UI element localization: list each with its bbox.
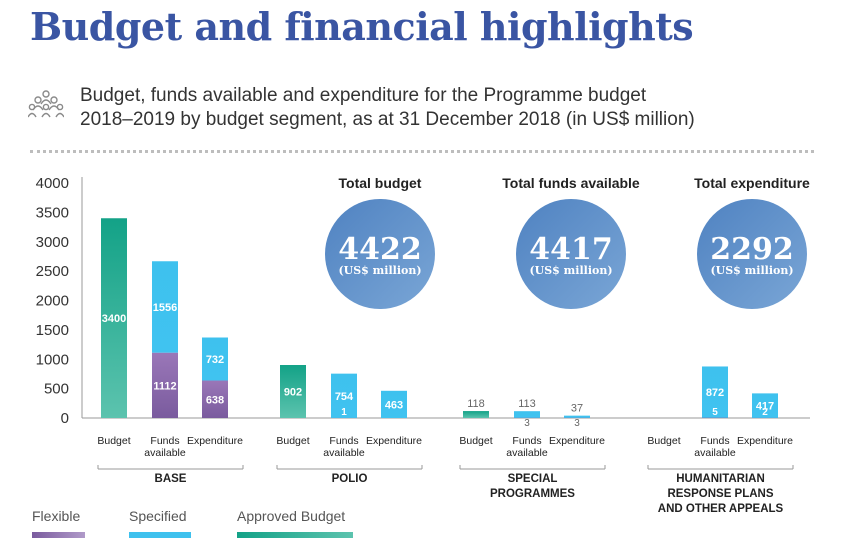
data-label: 113: [518, 398, 536, 410]
data-label: 1112: [153, 380, 176, 392]
subtitle-line-2: 2018–2019 by budget segment, as at 31 De…: [80, 109, 695, 130]
summary-value: 4417: [529, 232, 613, 267]
subtitle-line-1: Budget, funds available and expenditure …: [80, 85, 647, 106]
group-label: BASE: [155, 473, 187, 485]
x-category-label: Funds: [150, 435, 179, 447]
y-tick-label: 2000: [36, 293, 69, 310]
summary-unit: (US$ million): [338, 264, 421, 277]
legend-label-specified: Specified: [129, 508, 187, 524]
bar-specified: [152, 261, 178, 353]
page-title: Budget and financial highlights: [30, 4, 694, 49]
data-label: 732: [206, 354, 224, 366]
summary-value: 2292: [710, 232, 794, 267]
data-label: 1556: [153, 302, 177, 314]
bar-specified: [702, 366, 728, 418]
y-tick-label: 2500: [36, 263, 69, 280]
bar-flexible: [202, 380, 228, 418]
x-category-label: Funds: [329, 435, 358, 447]
group-label: HUMANITARIAN RESPONSE PLANS AND OTHER APPE…: [658, 473, 784, 515]
data-label: 902: [284, 387, 302, 399]
group-label: SPECIAL PROGRAMMES: [490, 473, 575, 500]
bar-flexible: [152, 352, 178, 418]
summary-label: Total expenditure: [694, 175, 810, 191]
data-label: 3: [574, 418, 580, 429]
bar-specified: [514, 411, 540, 418]
summary-unit: (US$ million): [529, 264, 612, 277]
y-tick-label: 1000: [36, 351, 69, 368]
x-category-label: Expenditure: [366, 435, 422, 447]
x-category-label: Budget: [459, 435, 492, 447]
data-label: 5: [712, 407, 718, 418]
bar-approved: [101, 218, 127, 418]
chart-subtitle: Budget, funds available and expenditure …: [80, 84, 695, 132]
x-category-label: available: [323, 447, 365, 459]
bar-approved: [280, 365, 306, 418]
data-label: 754: [335, 391, 354, 403]
data-label: 2: [762, 407, 768, 418]
y-tick-label: 3000: [36, 234, 69, 251]
x-category-label: Expenditure: [187, 435, 243, 447]
y-tick-label: 0: [61, 410, 69, 427]
legend-label-approved: Approved Budget: [237, 508, 346, 524]
y-tick-label: 500: [44, 381, 69, 398]
summary-unit: (US$ million): [710, 264, 793, 277]
summary-label: Total budget: [339, 175, 422, 191]
data-label: 37: [571, 403, 583, 415]
x-category-label: Funds: [512, 435, 541, 447]
y-tick-label: 4000: [36, 175, 69, 192]
data-label: 3400: [102, 313, 126, 325]
x-category-label: available: [144, 447, 186, 459]
legend-label-flexible: Flexible: [32, 508, 81, 524]
bar-specified: [752, 393, 778, 418]
summary-value: 4422: [338, 232, 422, 267]
people-group-icon: [28, 90, 64, 118]
summary-circle: [697, 199, 807, 309]
summary-label: Total funds available: [502, 175, 640, 191]
group-label: POLIO: [332, 473, 368, 485]
y-tick-label: 1500: [36, 322, 69, 339]
data-label: 118: [467, 398, 485, 410]
summary-circle: [325, 199, 435, 309]
summary-circle: [516, 199, 626, 309]
data-label: 872: [706, 387, 724, 399]
x-category-label: Budget: [276, 435, 309, 447]
data-label: 3: [524, 418, 530, 429]
legend-swatch-flexible: [32, 532, 85, 538]
x-category-label: Expenditure: [549, 435, 605, 447]
bar-approved: [463, 411, 489, 418]
bar-specified: [381, 390, 407, 418]
x-category-label: Expenditure: [737, 435, 793, 447]
data-label: 1: [341, 407, 347, 418]
x-category-label: Budget: [97, 435, 130, 447]
x-category-label: Funds: [700, 435, 729, 447]
dotted-divider: [30, 150, 814, 153]
data-label: 638: [206, 394, 224, 406]
legend-swatch-specified: [129, 532, 191, 538]
x-category-label: available: [506, 447, 548, 459]
bar-specified: [331, 373, 357, 418]
data-label: 417: [756, 401, 774, 413]
legend-swatch-approved: [237, 532, 353, 538]
data-label: 463: [385, 399, 403, 411]
bar-specified: [202, 337, 228, 381]
y-tick-label: 3500: [36, 204, 69, 221]
x-category-label: available: [694, 447, 736, 459]
bar-specified: [564, 415, 590, 418]
x-category-label: Budget: [647, 435, 680, 447]
